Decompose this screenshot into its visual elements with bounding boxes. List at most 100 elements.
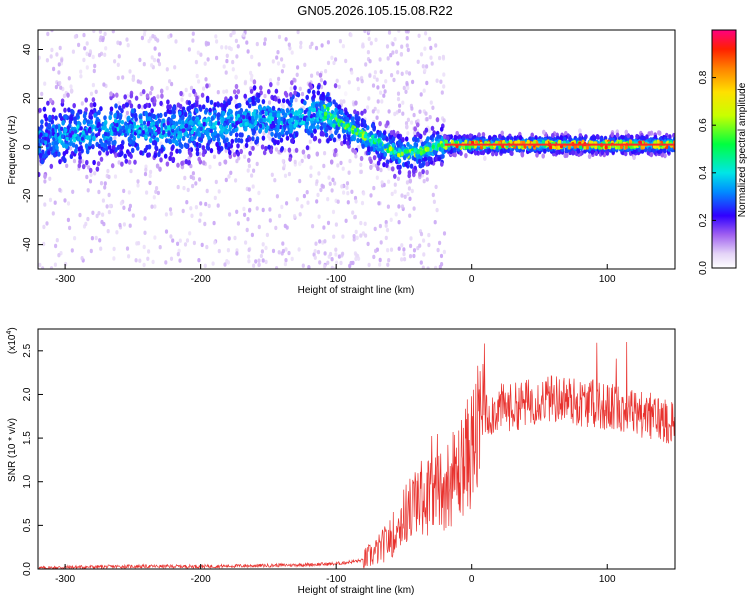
- heatmap-speckle: [190, 213, 194, 218]
- heatmap-cell: [645, 134, 649, 140]
- heatmap-speckle: [116, 75, 120, 81]
- heatmap-cell: [337, 133, 341, 139]
- heatmap-speckle: [442, 84, 446, 89]
- heatmap-speckle: [199, 52, 203, 57]
- heatmap-cell: [168, 139, 172, 145]
- heatmap-cell: [289, 98, 294, 104]
- heatmap-core: [242, 115, 246, 120]
- heatmap-speckle: [88, 52, 92, 58]
- heatmap-core: [370, 140, 374, 145]
- heatmap-cell: [47, 150, 51, 156]
- heatmap-cell: [160, 146, 164, 153]
- heatmap-cell: [229, 96, 233, 102]
- heatmap-cell: [238, 132, 243, 138]
- heatmap-speckle: [434, 43, 438, 48]
- heatmap-speckle: [247, 259, 251, 264]
- heatmap-core: [236, 113, 241, 119]
- heatmap-speckle: [191, 38, 195, 43]
- heatmap-cell: [49, 146, 53, 152]
- heatmap-cell: [316, 84, 321, 90]
- heatmap-cell: [232, 89, 237, 95]
- heatmap-speckle: [417, 33, 421, 38]
- heatmap-speckle: [136, 79, 140, 84]
- heatmap-cell: [465, 134, 470, 140]
- heatmap-speckle: [203, 263, 207, 268]
- heatmap-speckle: [295, 72, 299, 78]
- heatmap-cell: [86, 119, 91, 125]
- heatmap-speckle: [55, 52, 59, 57]
- heatmap-cell: [660, 152, 664, 158]
- heatmap-speckle: [103, 31, 107, 37]
- heatmap-speckle: [243, 212, 247, 217]
- heatmap-speckle: [150, 63, 154, 68]
- heatmap-speckle: [344, 218, 348, 223]
- heatmap-cell: [340, 140, 344, 147]
- heatmap-speckle: [432, 199, 436, 204]
- heatmap-cell: [108, 136, 113, 142]
- heatmap-speckle: [282, 163, 286, 168]
- heatmap-speckle: [73, 236, 77, 241]
- heatmap-cell: [488, 135, 492, 141]
- heatmap-speckle: [222, 64, 226, 69]
- heatmap-cell: [103, 142, 108, 148]
- heatmap-cell: [391, 166, 395, 172]
- heatmap-speckle: [54, 84, 59, 90]
- heatmap-speckle: [385, 227, 390, 233]
- heatmap-core: [117, 132, 121, 137]
- heatmap-speckle: [189, 206, 193, 211]
- heatmap-cell: [359, 155, 364, 162]
- heatmap-speckle: [288, 46, 292, 51]
- heatmap-speckle: [409, 236, 413, 241]
- heatmap-core: [179, 124, 183, 130]
- heatmap-speckle: [406, 85, 410, 91]
- heatmap-core: [111, 126, 115, 131]
- heatmap-speckle: [57, 70, 61, 75]
- heatmap-speckle: [122, 188, 126, 194]
- heatmap-speckle: [43, 81, 47, 86]
- heatmap-speckle: [371, 162, 375, 168]
- heatmap-cell: [124, 158, 129, 164]
- heatmap-core: [58, 138, 62, 144]
- heatmap-speckle: [138, 258, 142, 263]
- heatmap-cell: [180, 160, 184, 166]
- top-x-tick-label: 0: [469, 274, 475, 285]
- heatmap-speckle: [99, 246, 103, 251]
- heatmap-speckle: [185, 200, 189, 205]
- heatmap-cell: [327, 96, 332, 102]
- heatmap-speckle: [91, 54, 95, 60]
- heatmap-core: [379, 142, 383, 147]
- heatmap-speckle: [213, 195, 217, 201]
- heatmap-cell: [568, 136, 572, 142]
- heatmap-speckle: [98, 30, 102, 34]
- heatmap-cell: [160, 93, 164, 99]
- heatmap-cell: [261, 99, 266, 105]
- heatmap-core: [76, 124, 80, 129]
- heatmap-cell: [62, 151, 67, 157]
- heatmap-speckle: [317, 214, 321, 219]
- heatmap-speckle: [434, 265, 438, 269]
- heatmap-speckle: [234, 178, 238, 183]
- heatmap-speckle: [38, 55, 41, 60]
- heatmap-speckle: [50, 47, 54, 53]
- heatmap-speckle: [220, 45, 224, 50]
- heatmap-speckle: [393, 189, 397, 194]
- heatmap-cell: [78, 109, 83, 115]
- heatmap-speckle: [127, 190, 131, 195]
- heatmap-cell: [85, 134, 90, 140]
- heatmap-cell: [427, 156, 431, 162]
- heatmap-cell: [296, 92, 301, 98]
- heatmap-speckle: [292, 77, 296, 83]
- heatmap-core: [79, 126, 83, 131]
- heatmap-speckle: [281, 241, 285, 246]
- heatmap-cell: [413, 141, 418, 148]
- heatmap-speckle: [329, 251, 333, 257]
- heatmap-speckle: [254, 259, 258, 264]
- heatmap-cell: [347, 136, 351, 142]
- heatmap-cell: [230, 138, 235, 144]
- heatmap-cell: [396, 164, 401, 170]
- heatmap-speckle: [217, 248, 221, 254]
- heatmap-speckle: [378, 262, 382, 267]
- heatmap-core: [231, 123, 235, 128]
- heatmap-cell: [389, 130, 394, 136]
- heatmap-cell: [353, 109, 357, 115]
